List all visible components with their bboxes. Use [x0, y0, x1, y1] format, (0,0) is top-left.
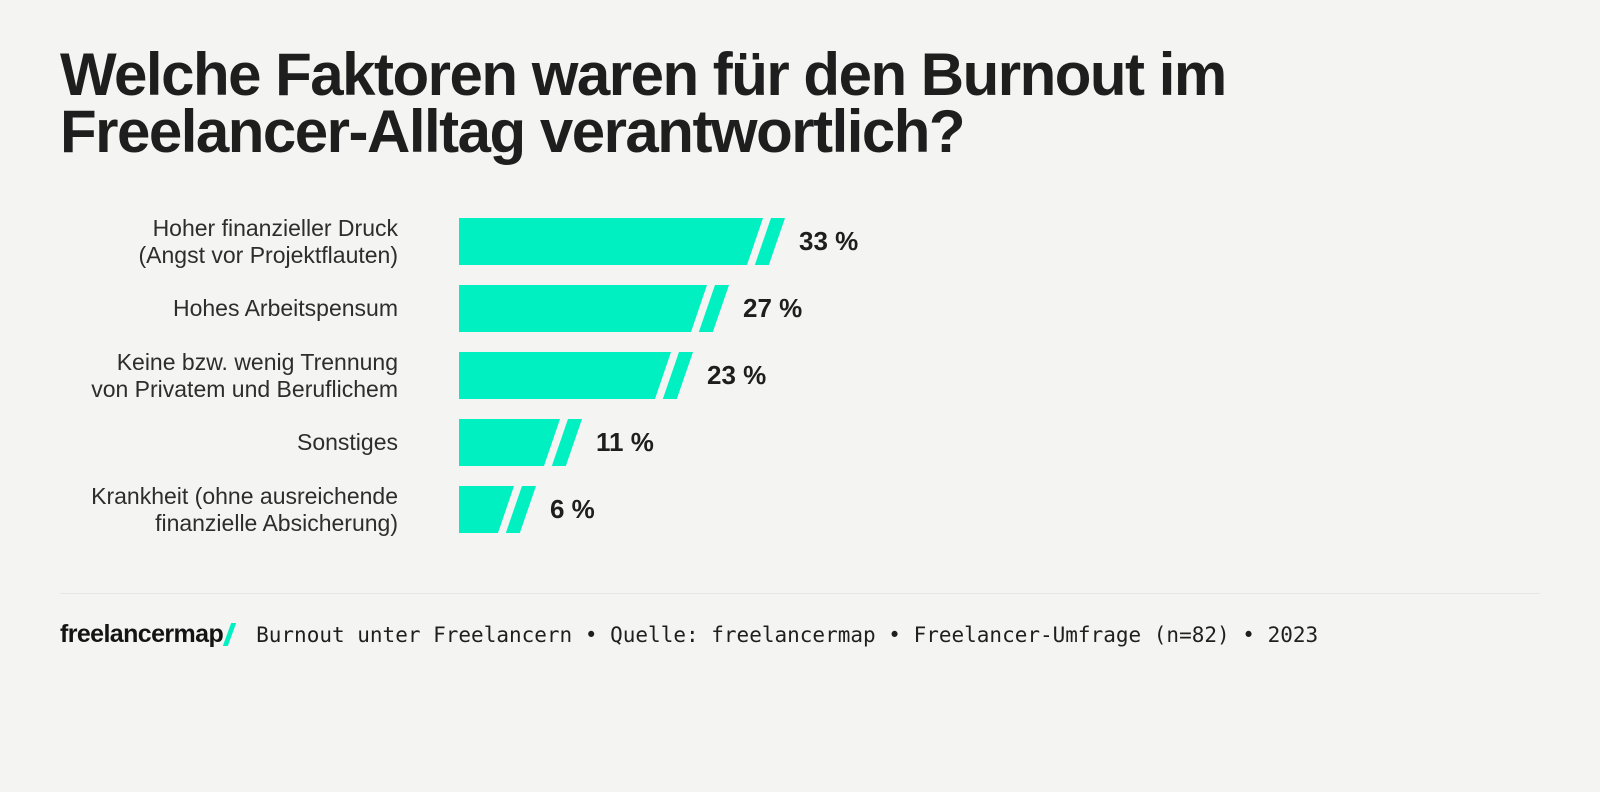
logo-text: freelancermap	[60, 620, 224, 648]
bar-chart: Hoher finanzieller Druck (Angst vor Proj…	[60, 215, 1540, 536]
bar	[459, 486, 514, 533]
bar-area: 6 %	[459, 486, 595, 533]
bar	[459, 419, 560, 466]
bar-area: 33 %	[459, 218, 858, 265]
bar	[459, 218, 763, 265]
source-line: Burnout unter Freelancern • Quelle: free…	[256, 622, 1319, 647]
footer-divider	[60, 593, 1540, 594]
bar-area: 23 %	[459, 352, 766, 399]
category-label: Hoher finanzieller Druck (Angst vor Proj…	[138, 214, 398, 268]
value-label: 6 %	[550, 494, 595, 524]
category-label: Hohes Arbeitspensum	[172, 295, 398, 321]
chart-row: Keine bzw. wenig Trennung von Privatem u…	[60, 349, 1540, 402]
footer: freelancermap Burnout unter Freelancern …	[60, 594, 1540, 649]
value-label: 33 %	[799, 226, 859, 256]
bar	[459, 285, 707, 332]
freelancermap-logo: freelancermap	[60, 620, 237, 649]
logo-slash-icon	[222, 623, 237, 646]
chart-row: Sonstiges 11 %	[60, 419, 1540, 466]
bar-area: 11 %	[459, 419, 654, 466]
bar	[459, 352, 671, 399]
value-label: 23 %	[707, 360, 767, 390]
category-label: Krankheit (ohne ausreichende finanzielle…	[91, 482, 398, 536]
chart-row: Hohes Arbeitspensum 27 %	[60, 285, 1540, 332]
value-label: 11 %	[596, 427, 654, 457]
category-label: Keine bzw. wenig Trennung von Privatem u…	[91, 348, 398, 402]
chart-row: Krankheit (ohne ausreichende finanzielle…	[60, 483, 1540, 536]
chart-row: Hoher finanzieller Druck (Angst vor Proj…	[60, 215, 1540, 268]
category-label: Sonstiges	[296, 429, 398, 455]
infographic-page: Welche Faktoren waren für den Burnout im…	[0, 41, 1600, 792]
bar-area: 27 %	[459, 285, 802, 332]
value-label: 27 %	[743, 293, 803, 323]
chart-title: Welche Faktoren waren für den Burnout im…	[60, 41, 1227, 165]
